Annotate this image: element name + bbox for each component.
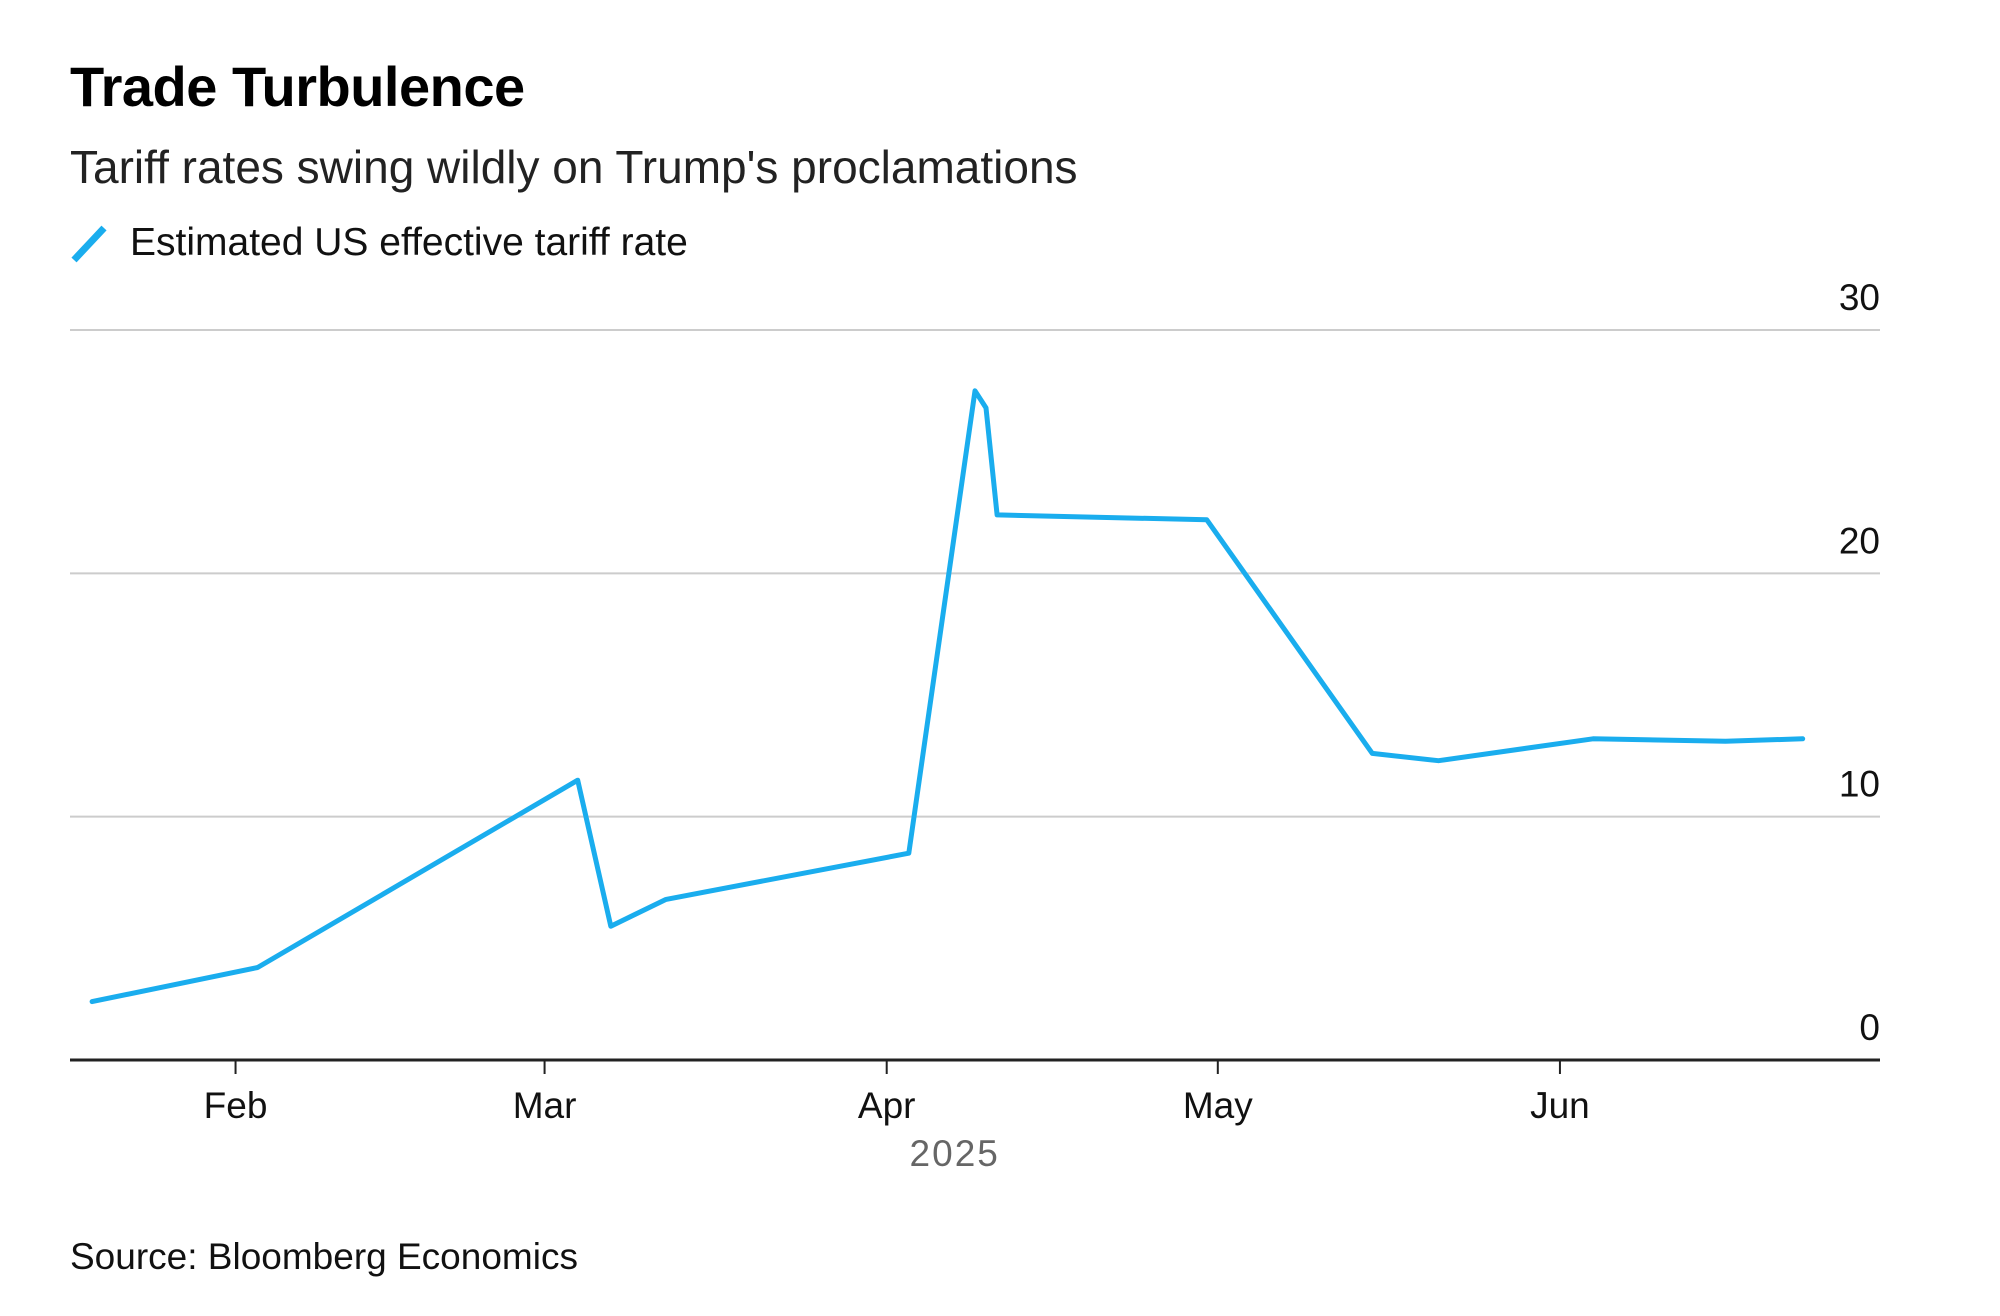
data-point <box>1438 760 1439 761</box>
y-tick-label: 20 <box>1839 520 1880 561</box>
data-point <box>975 390 976 391</box>
data-point <box>577 780 578 781</box>
data-point <box>1206 519 1207 520</box>
data-point <box>665 899 666 900</box>
data-point <box>610 926 611 927</box>
legend-swatch-icon <box>71 225 107 263</box>
data-point <box>257 967 258 968</box>
grid-layer <box>70 329 1880 818</box>
y-tick-label: 0 <box>1859 1007 1880 1048</box>
data-point <box>986 407 987 408</box>
data-point <box>997 514 998 515</box>
x-axis-year-label: 2025 <box>910 1133 1000 1174</box>
source-note: Source: Bloomberg Economics <box>70 1236 578 1277</box>
y-tick-label: 30 <box>1839 277 1880 318</box>
chart-title: Trade Turbulence <box>70 55 525 118</box>
data-point <box>1593 738 1594 739</box>
axis-layer <box>70 1058 1880 1074</box>
label-layer: 0 10 20 30 Feb Mar Apr May Jun 2025 <box>204 277 1880 1174</box>
chart-subtitle: Tariff rates swing wildly on Trump's pro… <box>70 141 1078 193</box>
data-point <box>1802 738 1803 739</box>
series-line-0 <box>89 388 1806 1005</box>
series-layer <box>89 388 1806 1005</box>
data-point <box>1372 753 1373 754</box>
legend-swatch-line <box>71 225 107 263</box>
x-tick-label: Apr <box>858 1085 916 1126</box>
x-tick-label: Jun <box>1530 1085 1590 1126</box>
data-point <box>908 853 909 854</box>
x-tick-label: May <box>1183 1085 1253 1126</box>
x-tick-label: Feb <box>204 1085 268 1126</box>
y-tick-label: 10 <box>1839 764 1880 805</box>
data-point <box>1725 741 1726 742</box>
legend-label: Estimated US effective tariff rate <box>130 221 688 264</box>
data-point <box>92 1001 93 1002</box>
legend: Estimated US effective tariff rate <box>70 218 688 268</box>
x-tick-label: Mar <box>513 1085 577 1126</box>
